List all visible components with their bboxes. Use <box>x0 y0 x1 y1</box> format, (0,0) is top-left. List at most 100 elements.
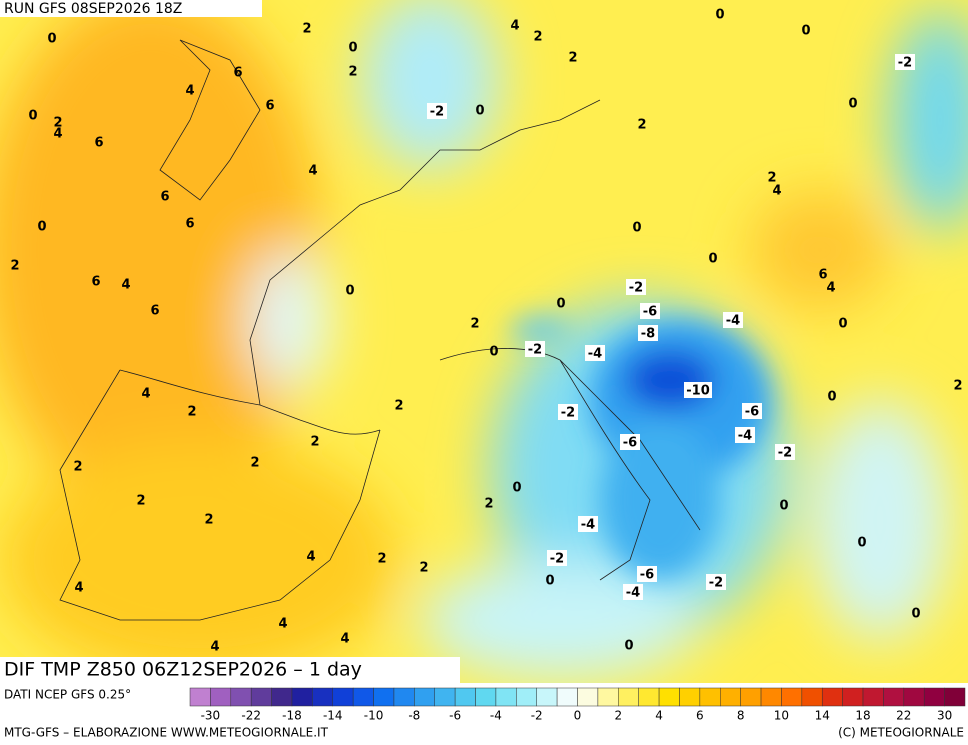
colorbar-swatch <box>495 687 517 707</box>
colorbar-swatch <box>821 687 843 707</box>
contour-label: 0 <box>801 24 810 39</box>
colorbar-tick-label: -22 <box>241 709 261 723</box>
contour-label: -2 <box>778 446 792 461</box>
contour-label: 6 <box>150 304 159 319</box>
colorbar-tick-label: -8 <box>408 709 420 723</box>
source-label: DATI NCEP GFS 0.25° <box>4 688 131 702</box>
contour-label: 4 <box>210 640 219 655</box>
contour-label: 2 <box>250 456 259 471</box>
colorbar-swatch <box>250 687 272 707</box>
contour-label: 2 <box>310 435 319 450</box>
contour-label: 0 <box>348 41 357 56</box>
colorbar-swatch <box>781 687 803 707</box>
contour-label: 6 <box>818 268 827 283</box>
contour-label: 2 <box>53 116 62 131</box>
colorbar-swatch <box>556 687 578 707</box>
colorbar-swatch <box>883 687 905 707</box>
contour-label-box <box>623 584 643 600</box>
colorbar-tick-label: 4 <box>655 709 663 723</box>
contour-label-box <box>684 382 712 398</box>
contour-label: -2 <box>550 552 564 567</box>
contour-label: 6 <box>94 136 103 151</box>
contour-label: -4 <box>588 347 602 362</box>
contour-label-box <box>895 54 915 70</box>
colorbar-swatch <box>638 687 660 707</box>
contour-label: 2 <box>394 399 403 414</box>
contour-label: 0 <box>475 104 484 119</box>
contour-label: 4 <box>340 632 349 647</box>
contour-label: -4 <box>626 586 640 601</box>
colorbar-tick-label: 8 <box>737 709 745 723</box>
colorbar-tick-label: -6 <box>449 709 461 723</box>
contour-label: 0 <box>708 252 717 267</box>
colorbar-swatch <box>271 687 293 707</box>
contour-label: 2 <box>953 379 962 394</box>
colorbar-tick-label: -14 <box>323 709 343 723</box>
contour-label: 6 <box>160 190 169 205</box>
contour-label-box <box>638 325 658 341</box>
contour-label: 0 <box>545 574 554 589</box>
colorbar-tick-label: 10 <box>774 709 789 723</box>
colorbar-swatch <box>475 687 497 707</box>
contour-label: 0 <box>827 390 836 405</box>
colorbar-swatch <box>454 687 476 707</box>
contour-label: 4 <box>278 617 287 632</box>
colorbar-swatch <box>516 687 537 707</box>
colorbar-tick-label: 14 <box>815 709 830 723</box>
colorbar-swatch <box>332 687 354 707</box>
run-box <box>0 0 262 17</box>
contour-label-box <box>547 550 567 566</box>
colorbar-swatch <box>760 687 782 707</box>
coastlines <box>59 39 701 621</box>
colorbar-swatch <box>679 687 701 707</box>
contour-label: 2 <box>533 30 542 45</box>
contour-label: 4 <box>510 19 519 34</box>
title-box <box>0 657 460 683</box>
contour-label: -2 <box>528 343 542 358</box>
contour-label: 4 <box>826 281 835 296</box>
contour-label: 2 <box>348 65 357 80</box>
contour-label: 2 <box>568 51 577 66</box>
contour-label: 0 <box>838 317 847 332</box>
colorbar-tick-label: 18 <box>855 709 870 723</box>
run-label: RUN GFS 08SEP2026 18Z <box>4 1 182 17</box>
contour-label: -6 <box>640 568 654 583</box>
contour-label: 6 <box>185 217 194 232</box>
colorbar-swatch <box>944 687 966 707</box>
contour-label: 4 <box>308 164 317 179</box>
colorbar-swatch <box>923 687 945 707</box>
contour-label-box <box>620 434 640 450</box>
contour-label: 6 <box>233 66 242 81</box>
colorbar-tick-label: 6 <box>696 709 704 723</box>
contour-label: 2 <box>470 317 479 332</box>
colorbar-swatch <box>210 687 232 707</box>
contour-label: 4 <box>772 184 781 199</box>
contour-label: 0 <box>848 97 857 112</box>
contour-label-box <box>525 341 545 357</box>
contour-label: 0 <box>37 220 46 235</box>
contour-label: 0 <box>779 499 788 514</box>
contour-label: 0 <box>632 221 641 236</box>
contour-label-box <box>706 574 726 590</box>
colorbar-tick-label: -10 <box>364 709 384 723</box>
contour-label: 0 <box>624 639 633 654</box>
contour-label: 0 <box>556 297 565 312</box>
contour-label: 0 <box>715 8 724 23</box>
contour-label: -10 <box>686 384 710 399</box>
contour-label-box <box>742 403 762 419</box>
contour-label: -4 <box>726 314 740 329</box>
contour-label: 2 <box>637 118 646 133</box>
contour-label: 4 <box>121 278 130 293</box>
contour-label: 2 <box>204 513 213 528</box>
contour-label: 4 <box>53 127 62 142</box>
contour-label-box <box>775 444 795 460</box>
contour-label: -6 <box>745 405 759 420</box>
contour-label: 6 <box>91 275 100 290</box>
colorbar-swatch <box>373 687 395 707</box>
contour-label: 0 <box>489 345 498 360</box>
colorbar-swatch <box>312 687 334 707</box>
contour-label: 2 <box>302 22 311 37</box>
contour-label-box <box>735 427 755 443</box>
contour-label: -4 <box>738 429 752 444</box>
